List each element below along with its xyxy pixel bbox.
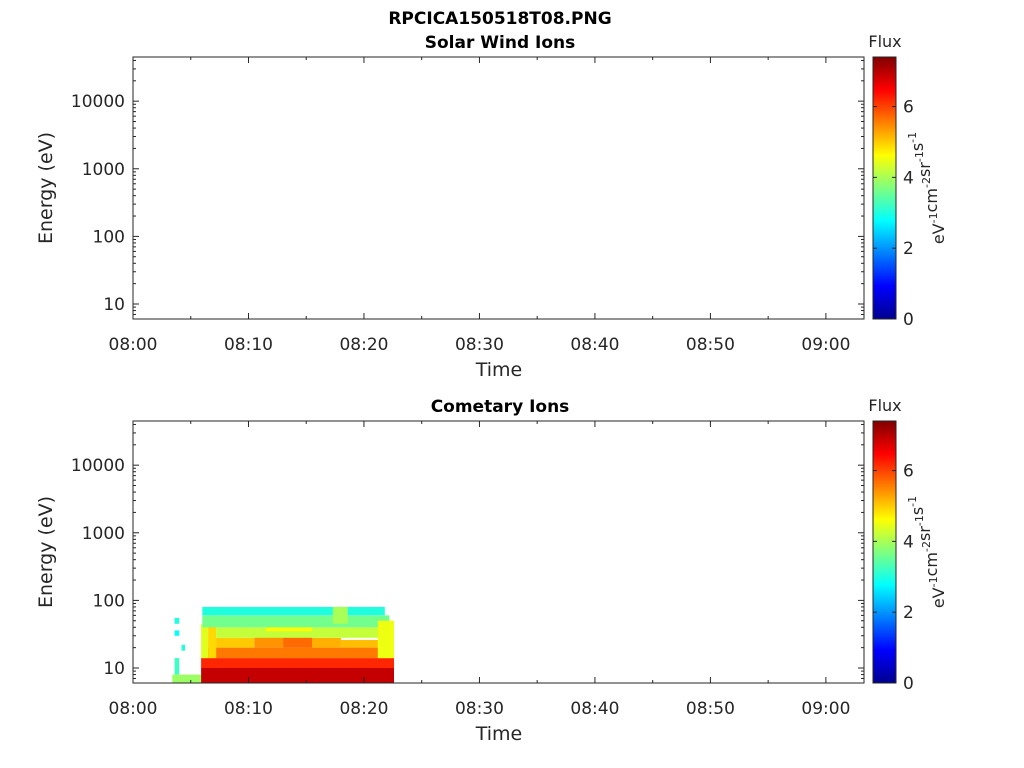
flux-cell <box>201 658 394 668</box>
flux-cell <box>332 606 348 624</box>
x-tick-label: 08:00 <box>109 699 158 719</box>
x-tick-label: 08:10 <box>224 699 273 719</box>
x-tick-label: 08:50 <box>686 335 735 355</box>
unit-exponent: -1 <box>906 496 919 507</box>
flux-cell <box>174 617 180 624</box>
flux-cell <box>312 637 341 648</box>
flux-cell <box>202 615 390 628</box>
y-axis: 10 100 1000 10000 <box>71 59 864 320</box>
x-tick-label: 08:50 <box>686 699 735 719</box>
x-tick-label: 08:40 <box>570 699 619 719</box>
unit-base: sr <box>915 526 934 541</box>
y-tick-label: 100 <box>93 591 125 611</box>
y-tick-label: 10000 <box>71 92 125 112</box>
panel-title: Cometary Ions <box>431 397 570 417</box>
unit-exponent: -1 <box>927 576 940 587</box>
x-axis: 08:00 08:10 08:20 08:30 08:40 08:50 09:00 <box>109 57 850 355</box>
x-tick-label: 08:20 <box>339 335 388 355</box>
unit-exponent: -1 <box>927 212 940 223</box>
colorbar-ticks: 0 2 4 6 <box>873 98 914 330</box>
unit-base: cm <box>922 552 941 576</box>
y-tick-label: 10 <box>103 659 125 679</box>
solar-wind-ions-panel: Solar Wind Ions 10 100 1000 10000 08:00 08:1… <box>35 32 948 381</box>
colorbar-tick-label: 6 <box>903 462 914 482</box>
x-tick-label: 09:00 <box>801 699 850 719</box>
unit-exponent: -2 <box>920 541 933 552</box>
flux-cell <box>174 630 180 636</box>
colorbar-tick-label: 4 <box>903 532 914 552</box>
unit-base: cm <box>922 188 941 212</box>
y-tick-label: 1000 <box>82 160 125 180</box>
unit-exponent: -2 <box>920 177 933 188</box>
colorbar-tick-label: 2 <box>903 239 914 259</box>
colorbar-tick-label: 2 <box>903 603 914 623</box>
flux-cell <box>254 635 284 648</box>
x-tick-label: 08:30 <box>455 335 504 355</box>
flux-cell <box>377 620 394 659</box>
unit-base: eV <box>929 223 948 244</box>
colorbar-label: Flux <box>868 32 901 51</box>
flux-cell <box>174 658 180 675</box>
colorbar-unit: eV-1cm-2sr-1s-1 <box>906 132 948 244</box>
x-axis-label: Time <box>475 359 523 381</box>
flux-cell <box>204 647 394 659</box>
flux-cell <box>265 623 312 632</box>
x-axis-label: Time <box>475 723 523 745</box>
panel-title: Solar Wind Ions <box>425 33 576 53</box>
x-tick-label: 08:10 <box>224 335 273 355</box>
flux-cell <box>216 627 394 638</box>
y-tick-label: 1000 <box>82 524 125 544</box>
flux-cell <box>201 668 394 683</box>
y-tick-label: 100 <box>93 227 125 247</box>
flux-cell <box>172 674 202 683</box>
y-tick-label: 10000 <box>71 456 125 476</box>
colorbar-tick-label: 6 <box>903 98 914 118</box>
y-axis-label: Energy (eV) <box>35 132 57 244</box>
figure-title: RPCICA150518T08.PNG <box>388 9 611 29</box>
plot-area <box>132 420 865 684</box>
colorbar-tick-label: 4 <box>903 168 914 188</box>
colorbar-tick-label: 0 <box>903 674 914 694</box>
unit-base: s <box>908 507 927 515</box>
spectrogram-cells <box>172 606 394 683</box>
colorbar-gradient <box>872 420 897 684</box>
x-axis: 08:00 08:10 08:20 08:30 08:40 08:50 09:00 <box>109 421 850 719</box>
y-tick-label: 10 <box>103 295 125 315</box>
colorbar-tick-label: 0 <box>903 310 914 330</box>
flux-cell <box>202 606 385 616</box>
x-tick-label: 08:00 <box>109 335 158 355</box>
unit-base: sr <box>915 162 934 177</box>
y-axis-label: Energy (eV) <box>35 496 57 608</box>
unit-exponent: -1 <box>913 151 926 162</box>
y-axis: 10 100 1000 10000 <box>71 423 864 684</box>
unit-exponent: -1 <box>913 515 926 526</box>
unit-base: s <box>908 143 927 151</box>
colorbar-label: Flux <box>868 396 901 415</box>
colorbar-unit: eV-1cm-2sr-1s-1 <box>906 496 948 608</box>
flux-cell <box>201 623 208 659</box>
colorbar-gradient <box>872 56 897 320</box>
colorbar-ticks: 0 2 4 6 <box>873 462 914 694</box>
x-tick-label: 08:20 <box>339 699 388 719</box>
unit-base: eV <box>929 587 948 608</box>
flux-cell <box>340 639 394 648</box>
plot-area <box>132 56 865 320</box>
unit-exponent: -1 <box>906 132 919 143</box>
x-tick-label: 08:30 <box>455 699 504 719</box>
flux-cell <box>208 615 217 659</box>
flux-cell <box>216 637 255 648</box>
x-tick-label: 09:00 <box>801 335 850 355</box>
flux-cell <box>181 644 185 651</box>
x-tick-label: 08:40 <box>570 335 619 355</box>
